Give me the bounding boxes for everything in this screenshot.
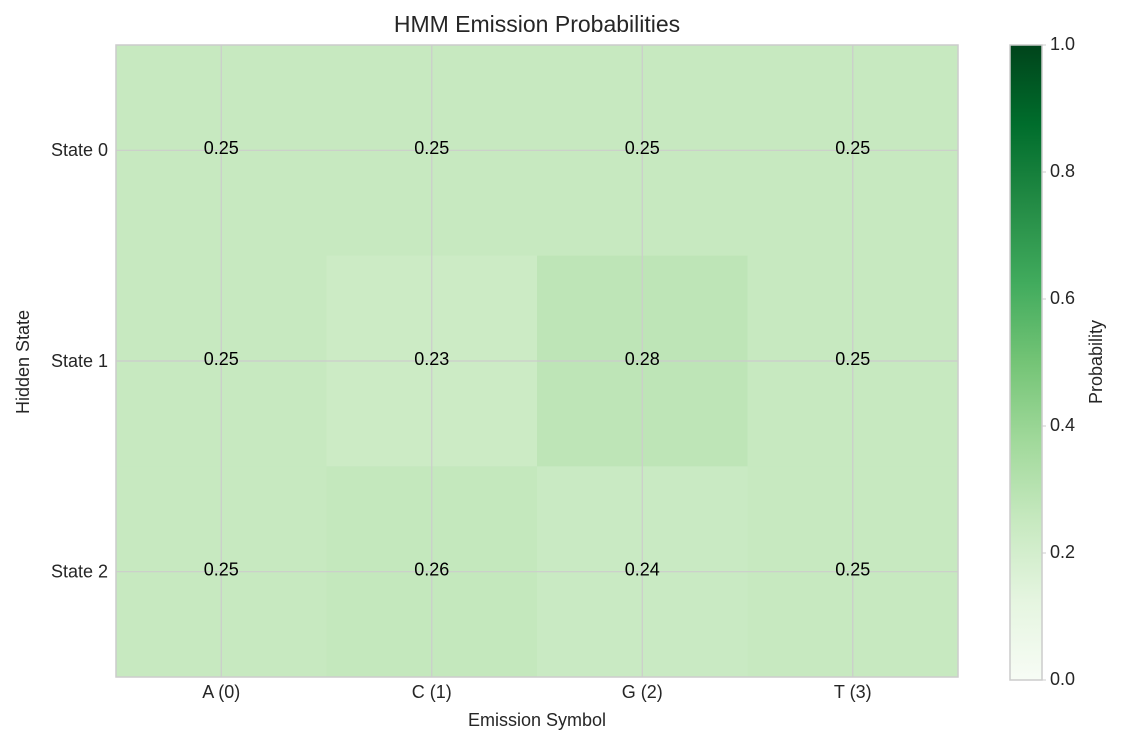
cell-value-label: 0.28 xyxy=(625,349,660,369)
colorbar-tick-label: 0.0 xyxy=(1050,669,1075,689)
cell-value-label: 0.26 xyxy=(414,559,449,579)
cell-value-label: 0.25 xyxy=(835,349,870,369)
y-axis-label: Hidden State xyxy=(13,310,33,414)
cell-value-label: 0.25 xyxy=(204,138,239,158)
colorbar-label: Probability xyxy=(1086,320,1106,404)
cell-value-label: 0.25 xyxy=(625,138,660,158)
cell-value-label: 0.25 xyxy=(204,559,239,579)
x-tick-label: C (1) xyxy=(412,682,452,702)
colorbar-tick-label: 0.4 xyxy=(1050,415,1075,435)
colorbar-tick-label: 0.6 xyxy=(1050,288,1075,308)
x-tick-label: G (2) xyxy=(622,682,663,702)
x-tick-label: T (3) xyxy=(834,682,872,702)
cell-value-label: 0.25 xyxy=(835,138,870,158)
y-tick-label: State 0 xyxy=(51,140,108,160)
y-tick-label: State 1 xyxy=(51,351,108,371)
plot-frame xyxy=(115,44,959,678)
colorbar-tick-label: 0.2 xyxy=(1050,542,1075,562)
cell-value-label: 0.25 xyxy=(204,349,239,369)
cell-value-label: 0.25 xyxy=(835,559,870,579)
colorbar-tick-label: 1.0 xyxy=(1050,34,1075,54)
cell-value-label: 0.24 xyxy=(625,559,660,579)
chart-title: HMM Emission Probabilities xyxy=(394,11,680,37)
x-axis-label: Emission Symbol xyxy=(468,710,606,730)
y-tick-label: State 2 xyxy=(51,561,108,581)
cell-value-label: 0.25 xyxy=(414,138,449,158)
colorbar-tick-label: 0.8 xyxy=(1050,161,1075,181)
colorbar xyxy=(1009,44,1043,681)
x-tick-label: A (0) xyxy=(202,682,240,702)
cell-value-label: 0.23 xyxy=(414,349,449,369)
